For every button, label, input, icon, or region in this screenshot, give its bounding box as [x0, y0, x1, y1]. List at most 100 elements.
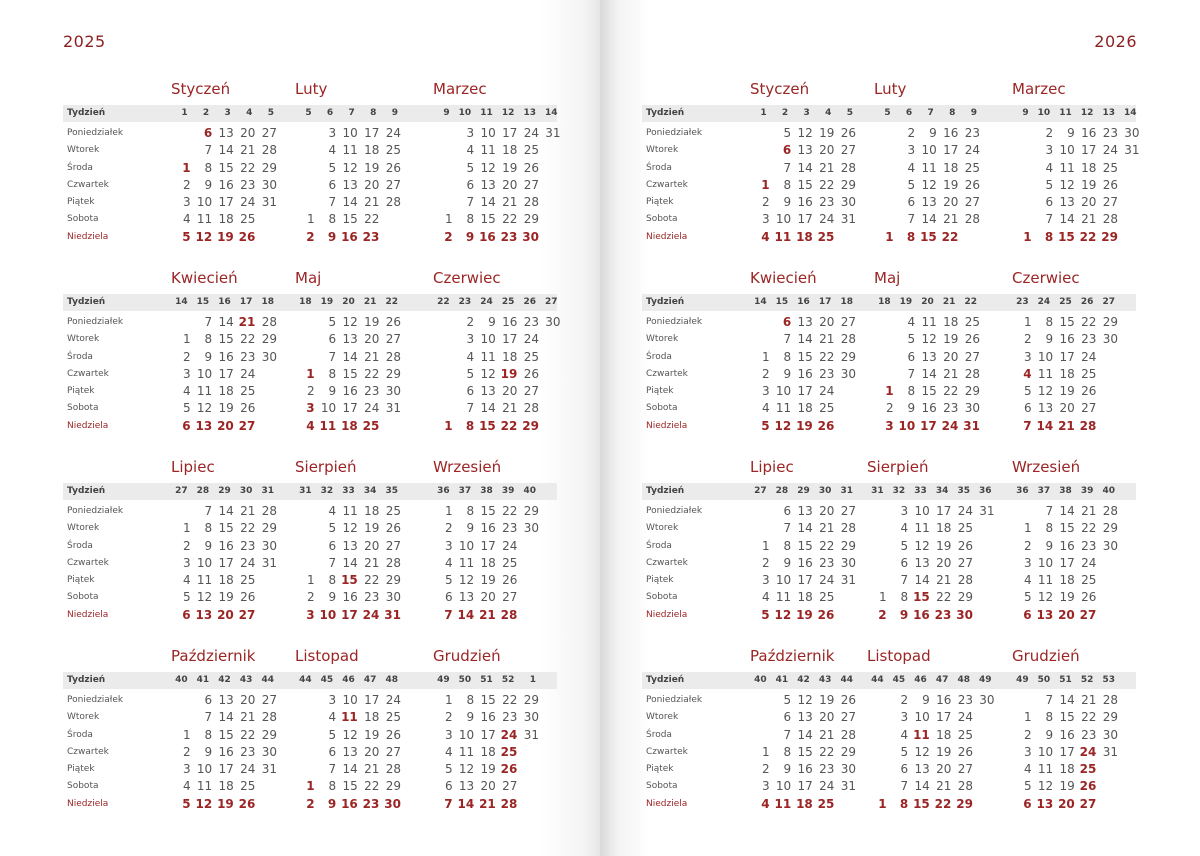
week-number: 39	[501, 486, 515, 496]
day: 18	[796, 796, 813, 811]
day	[540, 400, 562, 417]
day-row: 1 8 15 22 29	[1011, 229, 1141, 246]
day-row: 2 9 16 23 30	[866, 692, 996, 709]
month-name: Lipiec	[171, 458, 215, 476]
day: 8	[907, 384, 916, 399]
day: 28	[957, 779, 973, 794]
day: 22	[941, 229, 959, 244]
day: 23	[364, 384, 380, 399]
week-number: 13	[1102, 108, 1115, 118]
day: 28	[523, 401, 539, 416]
day: 15	[218, 332, 234, 347]
day	[873, 194, 895, 211]
week-number: 9	[1022, 108, 1029, 118]
day: 25	[240, 384, 256, 399]
day: 11	[196, 779, 213, 794]
day: 30	[261, 349, 277, 364]
day: 6	[907, 349, 916, 364]
day: 20	[502, 384, 518, 399]
day: 16	[218, 349, 234, 364]
day: 1	[761, 744, 770, 759]
day: 1	[306, 573, 315, 588]
day	[1097, 555, 1119, 572]
day-row: 7 14 21 28	[1011, 418, 1119, 435]
day: 21	[943, 366, 959, 381]
weekday-label: Czwartek	[646, 179, 688, 190]
day-row: 3 10 17 24 31	[749, 211, 857, 228]
day: 7	[1045, 504, 1054, 518]
day-row: 4 11 18 25	[1011, 572, 1119, 589]
day: 26	[840, 126, 856, 140]
day: 20	[1081, 195, 1097, 210]
day: 3	[1023, 349, 1032, 364]
day-row: 4 11 18 25	[294, 418, 402, 435]
holiday-day: 25	[500, 744, 518, 759]
day-row: 6 13 20 27	[170, 607, 278, 624]
day: 29	[964, 384, 980, 399]
day	[749, 692, 771, 709]
day	[749, 125, 771, 142]
quarter-block: Tydzień Poniedziałek Wtorek Środa Czwartek Pi…	[642, 456, 1136, 636]
day-row: 6 13 20 27	[866, 761, 996, 778]
day: 4	[328, 504, 337, 518]
week-number: 11	[480, 108, 493, 118]
day-row: 5 12 19 26	[873, 331, 981, 348]
weekday-label: Piątek	[646, 386, 674, 397]
day: 12	[342, 315, 358, 329]
day: 19	[217, 229, 234, 244]
day: 4	[1023, 762, 1032, 777]
day: 26	[957, 744, 973, 759]
day-row: 6 13 20 27	[1011, 607, 1119, 624]
day-row: 6 13 20 27	[749, 709, 857, 726]
day: 7	[783, 332, 792, 347]
day: 25	[817, 229, 835, 244]
day: 13	[195, 418, 213, 433]
day-row: 2 9 16 23 30	[1011, 331, 1119, 348]
week-number: 16	[218, 297, 231, 307]
day: 22	[819, 538, 835, 553]
month-name: Marzec	[433, 80, 487, 98]
weekday-label: Poniedziałek	[646, 506, 703, 516]
weekday-label: Sobota	[67, 403, 99, 414]
day: 26	[385, 160, 401, 175]
day-row: 4 11 18 25	[749, 229, 857, 246]
day	[873, 366, 895, 383]
day: 4	[182, 212, 191, 227]
day-row: 4 11 18 25	[866, 520, 996, 537]
week-number: 31	[871, 486, 884, 496]
day: 29	[840, 538, 856, 553]
weekday-labels: Poniedziałek Wtorek Środa Czwartek Piątek Sob…	[67, 314, 123, 435]
week-number: 15	[775, 297, 789, 307]
day: 25	[385, 504, 401, 518]
day: 12	[196, 590, 213, 605]
day-row: 5 12 19 26	[170, 229, 278, 246]
day-row: 4 11 18 25	[432, 349, 562, 366]
week-number: 36	[437, 486, 450, 496]
day	[170, 314, 192, 331]
day: 18	[936, 727, 952, 742]
day-row: 3 10 17 24 31	[866, 503, 996, 520]
day: 30	[523, 710, 539, 725]
day: 19	[480, 762, 496, 777]
week-number: 37	[458, 486, 472, 496]
day	[540, 177, 562, 194]
day: 15	[480, 693, 496, 707]
day	[432, 125, 454, 142]
day-row: 7 14 21 28	[170, 709, 278, 726]
day-grid: 1 8 15 22 29 2 9 16 23 30 3 10 17 24 4 11 18 25 5 12 19 26 6 13…	[1011, 314, 1119, 435]
month-name: Maj	[874, 269, 901, 287]
day-grid: 2 9 16 23 30 3 10 17 24 4 11 18 25 5 12 19 26 6 13 20 27 7 14 2…	[432, 314, 562, 435]
day: 29	[523, 212, 539, 227]
day: 1	[444, 418, 453, 433]
week-number: 40	[1102, 486, 1115, 496]
day: 22	[502, 212, 518, 227]
week-number: 32	[892, 486, 906, 496]
day: 28	[385, 349, 401, 364]
day	[540, 142, 562, 159]
week-number: 9	[391, 108, 398, 118]
day	[974, 744, 996, 761]
day-row: 3 10 17 24	[294, 125, 402, 142]
day	[1097, 418, 1119, 435]
weekday-label: Niedziela	[67, 609, 109, 620]
day: 20	[240, 126, 256, 140]
